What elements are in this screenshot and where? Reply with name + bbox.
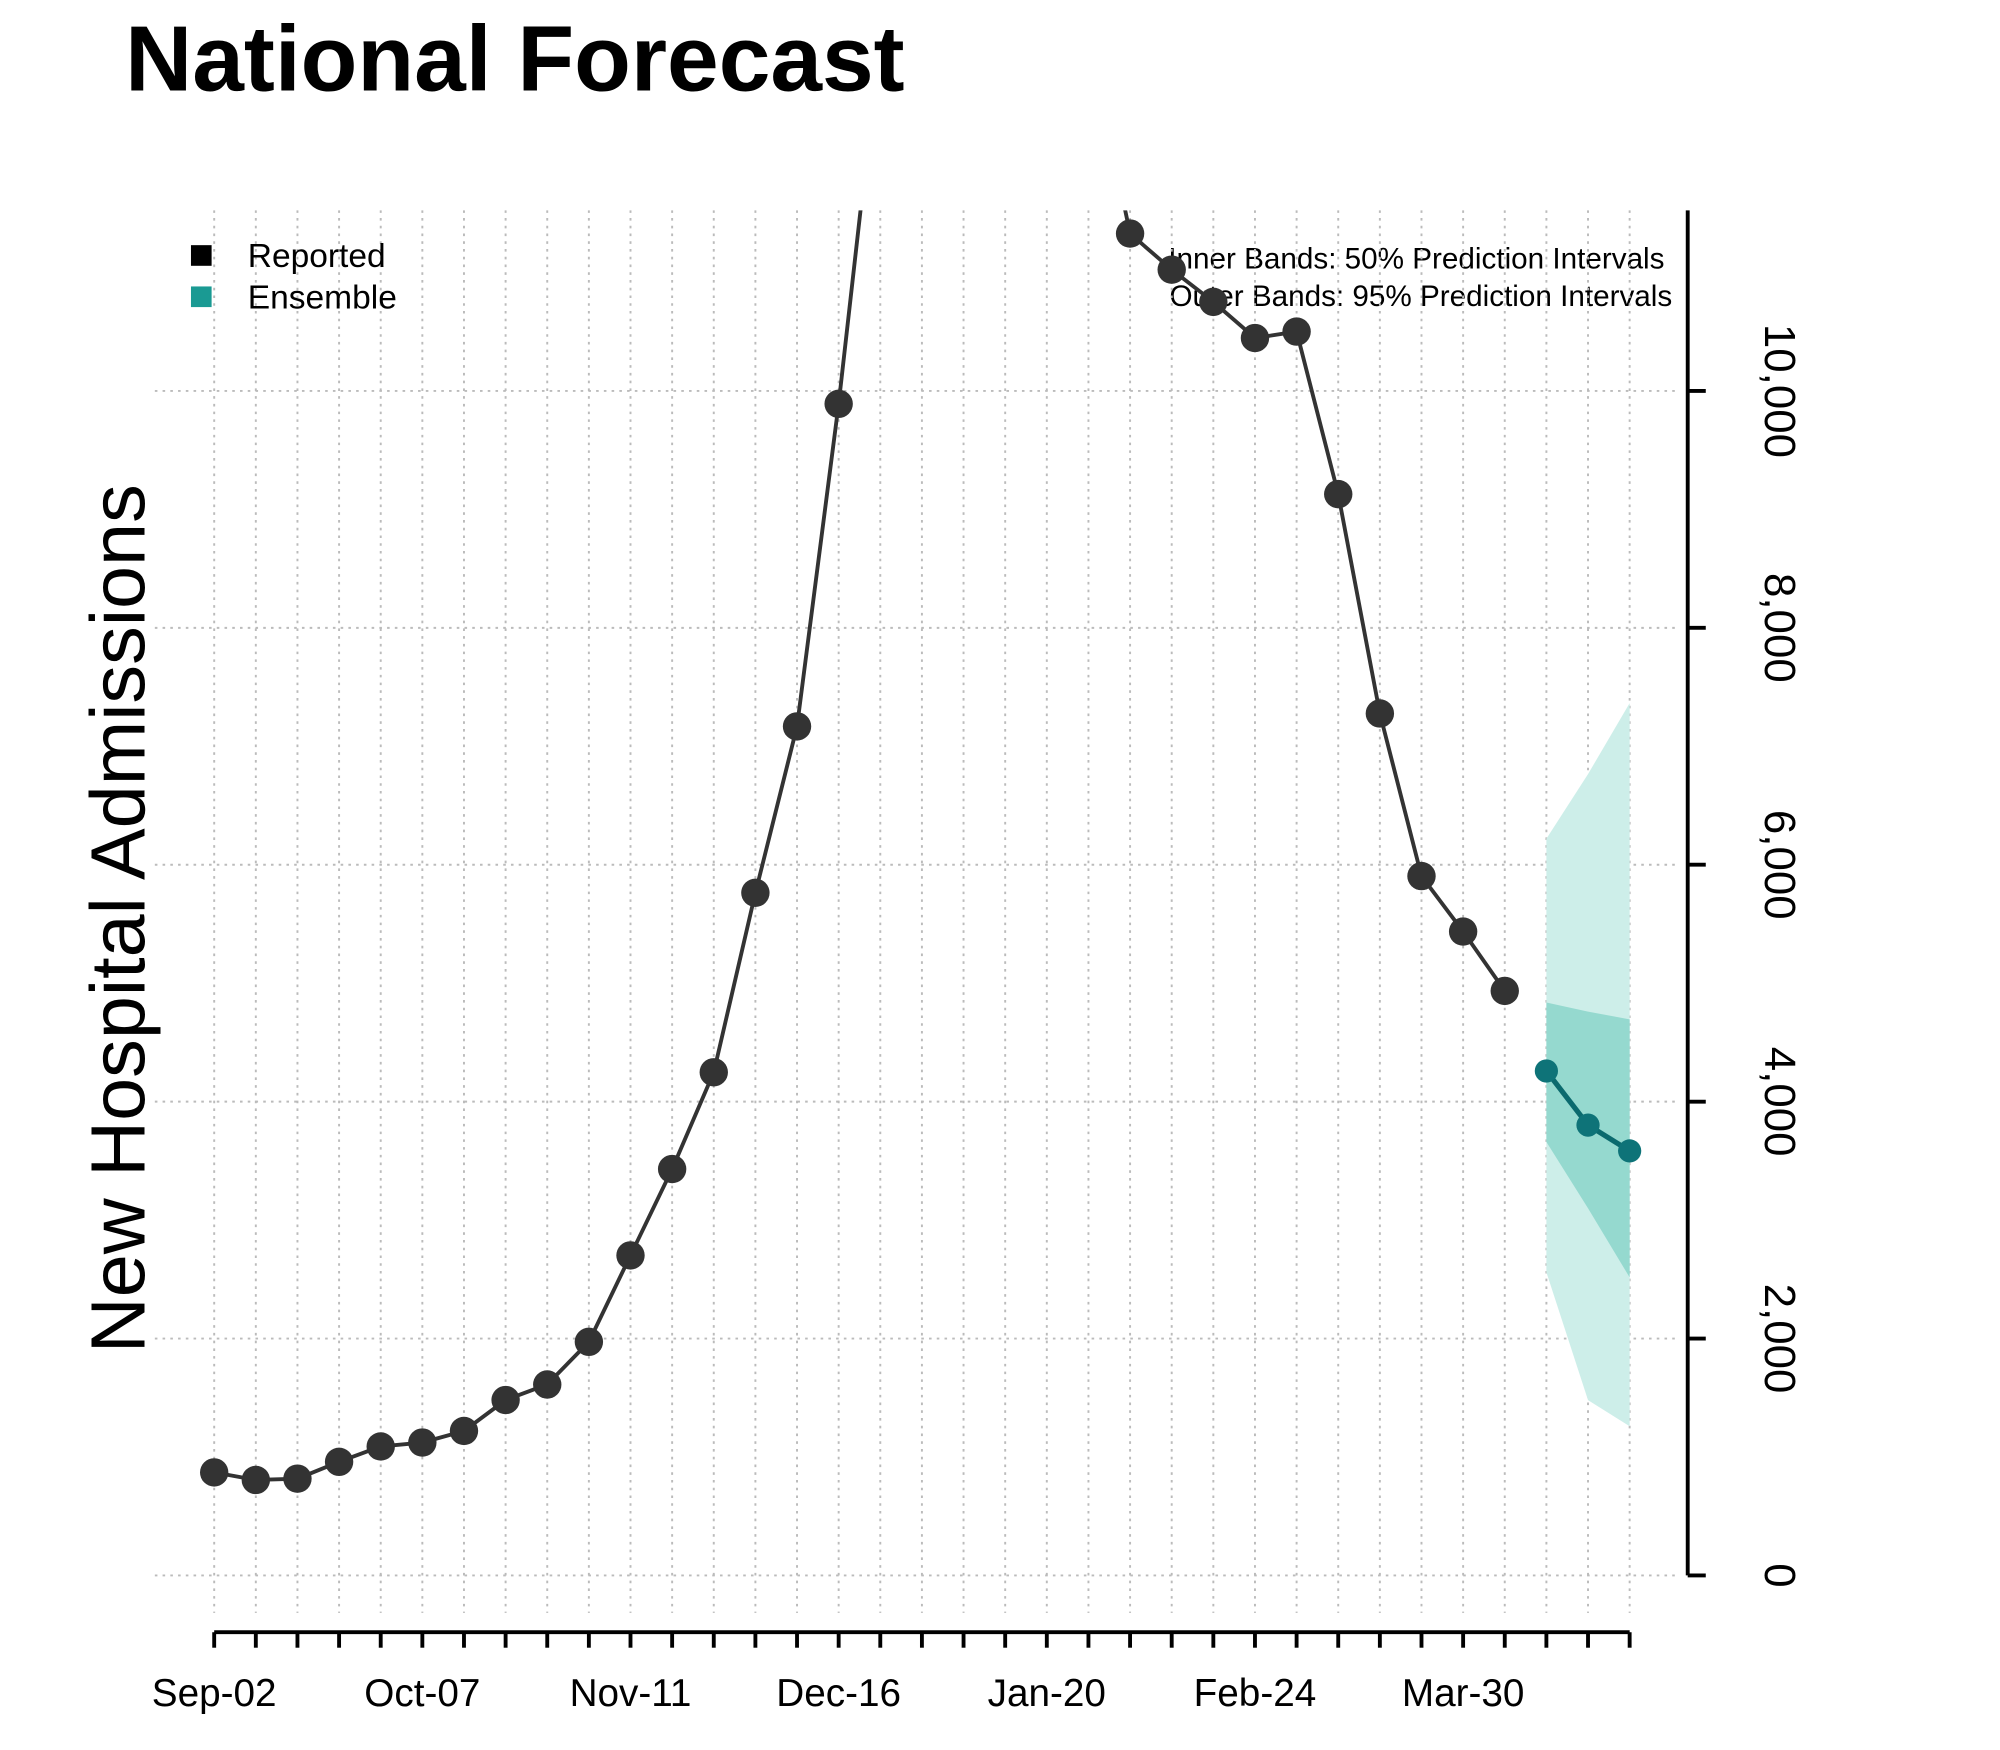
chart-title: National Forecast (125, 6, 904, 110)
data-point (1365, 699, 1395, 728)
y-axis-label: New Hospital Admissions (76, 484, 162, 1353)
x-tick-label: Dec-16 (776, 1672, 901, 1715)
data-point (741, 878, 770, 908)
data-point (1157, 255, 1186, 284)
data-point (1534, 1059, 1558, 1083)
x-tick-label: Mar-30 (1402, 1672, 1525, 1715)
legend-label: Ensemble (248, 279, 397, 316)
data-point (241, 1465, 271, 1495)
legend-swatch (190, 286, 212, 308)
data-point (1115, 219, 1145, 248)
x-tick-label: Sep-02 (152, 1672, 277, 1715)
y-tick-label: 0 (1755, 1563, 1804, 1587)
data-point (1407, 861, 1436, 891)
data-point (1618, 1139, 1642, 1163)
data-point (699, 1058, 728, 1087)
data-point (408, 1428, 437, 1457)
annotation: Inner Bands: 50% Prediction Intervals (1168, 242, 1664, 275)
data-point (1074, 21, 1102, 49)
data-point (1199, 287, 1228, 317)
data-point (366, 1432, 395, 1461)
data-point (533, 1370, 562, 1399)
chart-body: National Forecast New Hospital Admission… (76, 6, 1805, 1715)
data-point (491, 1385, 520, 1415)
data-point (616, 1241, 645, 1270)
data-point (1282, 317, 1311, 346)
x-tick-label: Oct-07 (364, 1672, 480, 1715)
data-point (1448, 917, 1478, 946)
data-point (199, 1458, 229, 1487)
data-point (1324, 479, 1353, 509)
data-point (782, 712, 812, 741)
y-tick-label: 4,000 (1755, 1047, 1804, 1157)
y-tick-label: 2,000 (1755, 1284, 1804, 1394)
y-tick-label: 8,000 (1755, 573, 1804, 683)
data-point (657, 1154, 687, 1184)
data-point (449, 1416, 479, 1446)
data-point (1576, 1113, 1600, 1137)
legend-swatch (190, 245, 212, 266)
prediction-band (1546, 1002, 1630, 1278)
data-point (824, 389, 853, 419)
x-tick-label: Jan-20 (988, 1672, 1106, 1715)
x-tick-label: Nov-11 (570, 1672, 692, 1715)
data-point (324, 1447, 354, 1477)
series-line (213, 210, 1507, 1482)
plot-area (199, 21, 1642, 1495)
data-point (1490, 976, 1519, 1006)
data-point (574, 1327, 604, 1357)
y-tick-label: 10,000 (1755, 324, 1804, 458)
legend-label: Reported (248, 238, 386, 275)
data-point (283, 1464, 312, 1493)
y-tick-label: 6,000 (1755, 810, 1804, 920)
data-point (1240, 323, 1270, 353)
x-tick-label: Feb-24 (1194, 1672, 1317, 1715)
